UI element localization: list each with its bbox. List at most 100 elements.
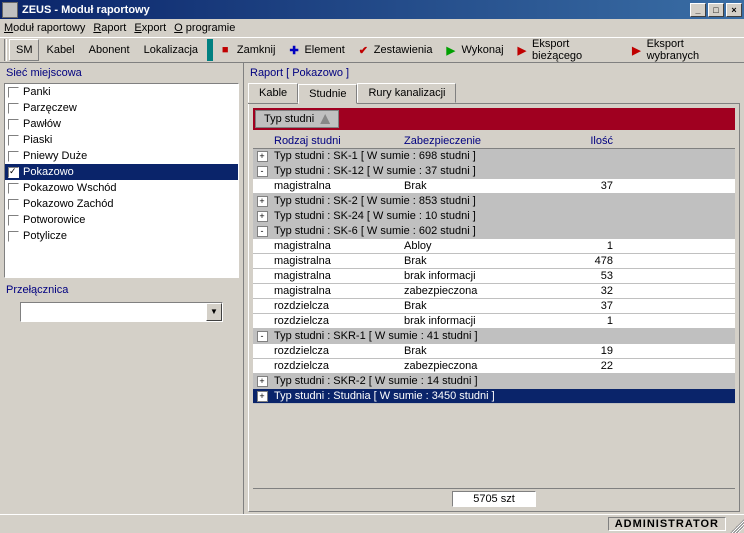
expand-button[interactable]: + [257,151,268,162]
chevron-down-icon[interactable]: ▼ [206,303,222,321]
network-item-pokazowo-wschód[interactable]: Pokazowo Wschód [5,180,238,196]
network-item-potworowice[interactable]: Potworowice [5,212,238,228]
checkbox[interactable] [8,119,19,130]
data-row[interactable]: rozdzielczabrak informacji1 [253,314,735,329]
group-header-box[interactable]: Typ studni [255,110,339,128]
export-icon: ▶ [632,44,643,56]
combo-value [21,303,206,321]
group-label: Typ studni : SKR-2 [ W sumie : 14 studni… [271,374,735,388]
tab-rury-kanalizacji[interactable]: Rury kanalizacji [357,83,456,103]
tabs: KableStudnieRury kanalizacji [248,83,740,104]
checkbox[interactable] [8,215,19,226]
group-label: Typ studni : SK-6 [ W sumie : 602 studni… [271,224,735,238]
action-wykonaj[interactable]: ▶Wykonaj [440,39,511,61]
network-item-parzęczew[interactable]: Parzęczew [5,100,238,116]
checkbox[interactable] [8,87,19,98]
list-item-label: Potworowice [23,214,85,226]
expand-button[interactable]: - [257,226,268,237]
close-button[interactable]: × [726,3,742,17]
nav-kabel[interactable]: Kabel [39,39,81,61]
expand-button[interactable]: + [257,376,268,387]
expand-button[interactable]: - [257,331,268,342]
footer-total: 5705 szt [452,491,536,507]
data-row[interactable]: rozdzielczazabezpieczona22 [253,359,735,374]
col-ilosc[interactable]: Ilość [541,134,616,148]
cell-zabezpieczenie: brak informacji [401,269,541,283]
minimize-button[interactable]: _ [690,3,706,17]
switch-combo[interactable]: ▼ [20,302,223,322]
network-item-potylicze[interactable]: Potylicze [5,228,238,244]
group-row[interactable]: +Typ studni : SK-2 [ W sumie : 853 studn… [253,194,735,209]
group-row[interactable]: +Typ studni : SKR-2 [ W sumie : 14 studn… [253,374,735,389]
left-panel: Sieć miejscowa PankiParzęczewPawłówPiask… [0,63,244,514]
network-item-panki[interactable]: Panki [5,84,238,100]
resize-grip[interactable] [730,519,744,533]
right-panel: Raport [ Pokazowo ] KableStudnieRury kan… [244,63,744,514]
nav-sm[interactable]: SM [9,39,40,61]
group-row[interactable]: +Typ studni : SK-1 [ W sumie : 698 studn… [253,149,735,164]
network-item-pniewy-duże[interactable]: Pniewy Duże [5,148,238,164]
group-row[interactable]: -Typ studni : SK-6 [ W sumie : 602 studn… [253,224,735,239]
window-title: ZEUS - Moduł raportowy [22,4,690,16]
expand-button[interactable]: + [257,196,268,207]
checkbox[interactable] [8,135,19,146]
list-item-label: Pokazowo Wschód [23,182,117,194]
menu-oprogramie[interactable]: O programie [174,22,235,34]
expand-button[interactable]: - [257,166,268,177]
action-eksport-wybranych[interactable]: ▶Eksport wybranych [625,39,742,61]
group-label: Typ studni : SKR-1 [ W sumie : 41 studni… [271,329,735,343]
maximize-button[interactable]: □ [708,3,724,17]
data-row[interactable]: magistralnazabezpieczona32 [253,284,735,299]
check-icon: ✔ [359,44,371,56]
network-item-pokazowo-zachód[interactable]: Pokazowo Zachód [5,196,238,212]
toolbar: SM Kabel Abonent Lokalizacja ■Zamknij✚El… [0,37,744,63]
list-item-label: Pniewy Duże [23,150,87,162]
network-item-pokazowo[interactable]: Pokazowo [5,164,238,180]
tab-kable[interactable]: Kable [248,83,298,103]
menu-export[interactable]: Export [134,22,166,34]
checkbox[interactable] [8,151,19,162]
data-grid: Rodzaj studni Zabezpieczenie Ilość +Typ … [253,134,735,404]
list-item-label: Piaski [23,134,52,146]
menu-modul[interactable]: Moduł raportowy [4,22,85,34]
tab-body: Typ studni Rodzaj studni Zabezpieczenie … [248,104,740,512]
cell-ilosc: 53 [541,269,616,283]
statusbar: ADMINISTRATOR [0,514,744,533]
data-row[interactable]: magistralnabrak informacji53 [253,269,735,284]
group-label: Typ studni : SK-2 [ W sumie : 853 studni… [271,194,735,208]
checkbox[interactable] [8,199,19,210]
data-row[interactable]: magistralnaAbloy1 [253,239,735,254]
menu-raport[interactable]: Raport [93,22,126,34]
tab-studnie[interactable]: Studnie [298,84,357,104]
nav-lokalizacja[interactable]: Lokalizacja [137,39,205,61]
cell-ilosc: 1 [541,314,616,328]
plus-icon: ✚ [289,44,301,56]
checkbox[interactable] [8,103,19,114]
checkbox[interactable] [8,167,19,178]
action-zamknij[interactable]: ■Zamknij [215,39,283,61]
data-row[interactable]: rozdzielczaBrak37 [253,299,735,314]
data-row[interactable]: magistralnaBrak37 [253,179,735,194]
group-label: Typ studni : SK-1 [ W sumie : 698 studni… [271,149,735,163]
group-row[interactable]: +Typ studni : Studnia [ W sumie : 3450 s… [253,389,735,404]
network-list[interactable]: Panki ParzęczewPawłów Piaski Pniewy Duże Pok… [4,83,239,278]
col-rodzaj[interactable]: Rodzaj studni [271,134,401,148]
cell-ilosc: 32 [541,284,616,298]
data-row[interactable]: magistralnaBrak478 [253,254,735,269]
checkbox[interactable] [8,231,19,242]
checkbox[interactable] [8,183,19,194]
network-item-pawłów[interactable]: Pawłów [5,116,238,132]
group-row[interactable]: -Typ studni : SK-12 [ W sumie : 37 studn… [253,164,735,179]
network-item-piaski[interactable]: Piaski [5,132,238,148]
action-eksport-bieżącego[interactable]: ▶Eksport bieżącego [511,39,626,61]
group-row[interactable]: -Typ studni : SKR-1 [ W sumie : 41 studn… [253,329,735,344]
expand-button[interactable]: + [257,391,268,402]
action-zestawienia[interactable]: ✔Zestawienia [352,39,440,61]
data-row[interactable]: rozdzielczaBrak19 [253,344,735,359]
nav-abonent[interactable]: Abonent [82,39,137,61]
action-element[interactable]: ✚Element [282,39,351,61]
col-zabezpieczenie[interactable]: Zabezpieczenie [401,134,541,148]
list-item-label: Panki [23,86,51,98]
group-row[interactable]: +Typ studni : SK-24 [ W sumie : 10 studn… [253,209,735,224]
expand-button[interactable]: + [257,211,268,222]
